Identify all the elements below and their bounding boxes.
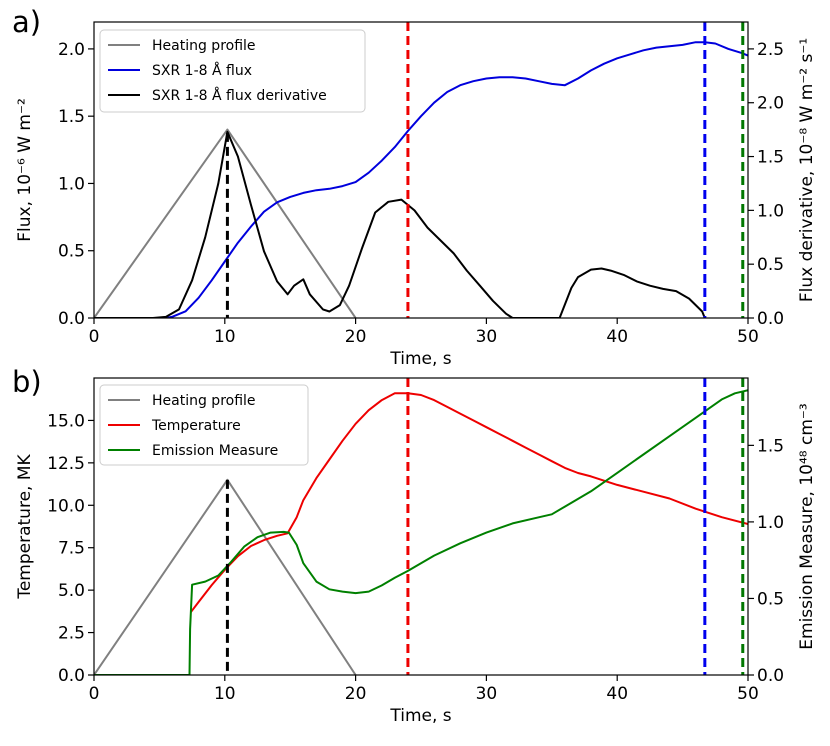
y-tick-label-left: 5.0	[58, 581, 85, 601]
y-tick-label-right: 0.0	[757, 666, 784, 686]
panel-label: b)	[12, 365, 42, 399]
y-axis-label-right: Flux derivative, 10⁻⁸ W m⁻² s⁻¹	[797, 38, 817, 302]
y-tick-label-left: 1.5	[58, 107, 85, 127]
series-line-sxr-1-8-flux	[165, 41, 748, 318]
x-tick-label: 40	[606, 327, 628, 347]
legend-label: Heating profile	[152, 393, 256, 409]
y-tick-label-left: 1.0	[58, 174, 85, 194]
panel-label: a)	[12, 5, 41, 39]
y-tick-label-left: 0.0	[58, 309, 85, 329]
x-axis-label: Time, s	[389, 349, 451, 369]
plot-frame	[93, 377, 749, 676]
y-tick-label-left: 0.5	[58, 242, 85, 262]
x-tick-label: 50	[737, 327, 759, 347]
legend-label: Emission Measure	[152, 443, 278, 459]
x-tick-label: 30	[476, 327, 498, 347]
legend-box	[99, 29, 366, 113]
series-line-heating-profile	[94, 128, 357, 318]
y-tick-label-right: 1.5	[757, 148, 784, 168]
series-line-sxr-1-8-flux-derivative	[94, 130, 706, 318]
x-tick-label: 30	[476, 684, 498, 704]
y-axis-label-left: Flux, 10⁻⁶ W m⁻²	[15, 98, 35, 242]
legend-label: Heating profile	[152, 38, 256, 54]
y-tick-label-left: 12.5	[47, 454, 85, 474]
y-tick-label-right: 1.0	[757, 513, 784, 533]
x-tick-label: 50	[737, 684, 759, 704]
legend-box	[99, 384, 309, 466]
y-tick-label-right: 0.0	[757, 309, 784, 329]
y-tick-label-left: 0.0	[58, 666, 85, 686]
y-axis-label-left: Temperature, MK	[15, 453, 35, 599]
y-tick-label-left: 2.0	[58, 40, 85, 60]
plot-frame	[93, 21, 749, 319]
x-axis-label: Time, s	[389, 706, 451, 726]
y-axis-label-right: Emission Measure, 10⁴⁸ cm⁻³	[797, 403, 817, 649]
legend-label: SXR 1-8 Å flux	[152, 62, 252, 79]
y-tick-label-right: 0.5	[757, 589, 784, 609]
y-tick-label-right: 2.5	[757, 40, 784, 60]
x-tick-label: 0	[89, 684, 100, 704]
x-tick-label: 40	[606, 684, 628, 704]
series-line-heating-profile	[94, 478, 357, 675]
legend-label: SXR 1-8 Å flux derivative	[152, 87, 327, 104]
y-tick-label-right: 0.5	[757, 255, 784, 275]
series-line-emission-measure	[94, 389, 748, 675]
x-tick-label: 10	[214, 327, 236, 347]
x-tick-label: 0	[89, 327, 100, 347]
y-tick-label-right: 2.0	[757, 94, 784, 114]
x-tick-label: 10	[214, 684, 236, 704]
y-tick-label-left: 15.0	[47, 411, 85, 431]
y-tick-label-left: 7.5	[58, 539, 85, 559]
y-tick-label-right: 1.0	[757, 201, 784, 221]
series-line-temperature	[190, 392, 748, 613]
x-tick-label: 20	[345, 684, 367, 704]
legend-label: Temperature	[151, 418, 241, 434]
y-tick-label-left: 10.0	[47, 496, 85, 516]
y-tick-label-left: 2.5	[58, 624, 85, 644]
x-tick-label: 20	[345, 327, 367, 347]
y-tick-label-right: 1.5	[757, 436, 784, 456]
